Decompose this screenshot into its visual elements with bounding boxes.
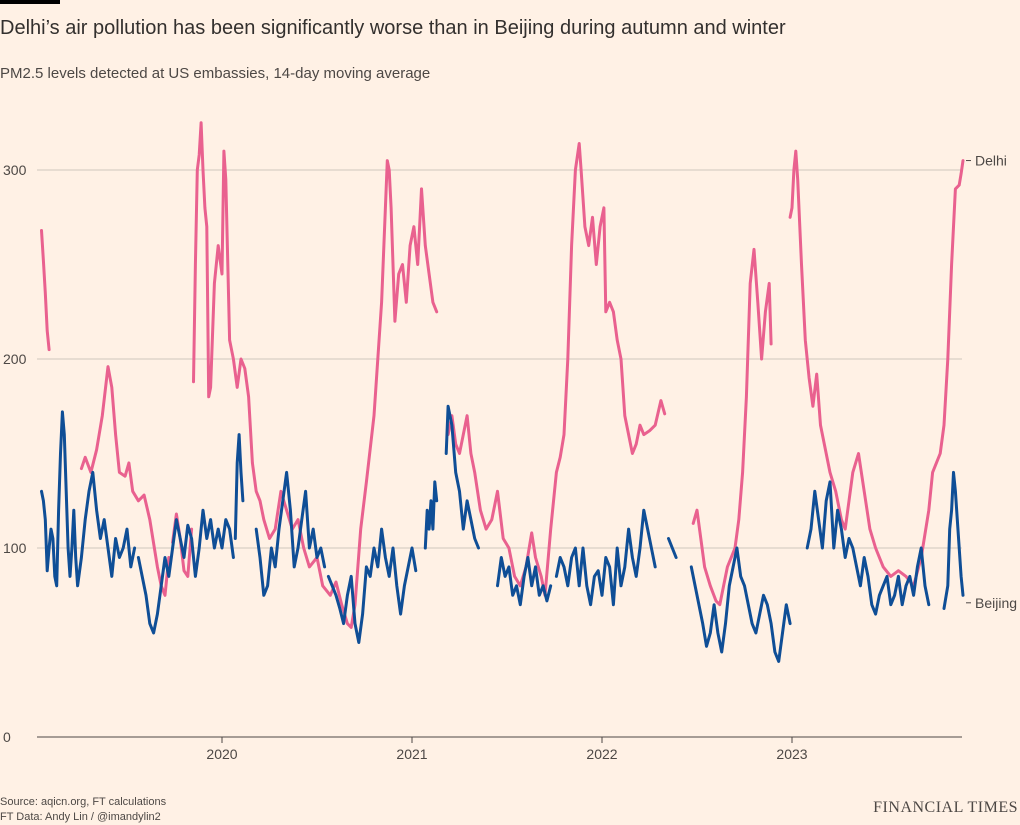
beijing-series-line — [942, 470, 965, 610]
gridlines — [37, 169, 962, 738]
x-tick-label: 2022 — [586, 746, 617, 762]
chart-title: Delhi’s air pollution has been significa… — [0, 17, 786, 39]
delhi-series-label: Delhi — [975, 153, 1007, 169]
delhi-series-line — [192, 121, 439, 629]
beijing-series-label: Beijing — [975, 595, 1017, 611]
source-note: Source: aqicn.org, FT calculations FT Da… — [0, 795, 166, 825]
beijing-series-line — [423, 480, 439, 550]
beijing-series-line — [667, 537, 678, 559]
series-labels: Delhi Beijing — [966, 153, 1017, 611]
ft-brand-logo: FINANCIAL TIMES — [873, 799, 1018, 816]
x-axis-ticks: 2020 2021 2022 2023 — [206, 737, 808, 762]
ft-accent-bar — [0, 0, 60, 4]
beijing-series-line — [805, 480, 931, 616]
x-tick-label: 2021 — [396, 746, 427, 762]
beijing-series-line — [554, 508, 657, 607]
x-tick-label: 2023 — [776, 746, 807, 762]
y-tick-label: 200 — [3, 351, 27, 367]
beijing-series-line — [496, 556, 553, 607]
y-tick-label: 300 — [3, 162, 27, 178]
delhi-series-line — [79, 365, 171, 597]
delhi-series-line — [788, 149, 965, 588]
delhi-series-line — [40, 229, 51, 352]
source-text: Source: aqicn.org, FT calculations — [0, 796, 167, 808]
credit-text: FT Data: Andy Lin / @imandylin2 — [0, 811, 161, 823]
beijing-series-line — [40, 410, 137, 588]
y-tick-label: 0 — [3, 729, 11, 745]
delhi-series-line — [446, 142, 667, 597]
beijing-series-line — [254, 470, 327, 597]
y-tick-label: 100 — [3, 540, 27, 556]
chart-subtitle: PM2.5 levels detected at US embassies, 1… — [0, 65, 431, 82]
x-tick-label: 2020 — [206, 746, 237, 762]
delhi-series-line — [691, 247, 773, 607]
y-axis-ticks: 0 100 200 300 — [3, 162, 27, 745]
series-lines — [40, 121, 965, 663]
beijing-series-line — [233, 433, 245, 540]
beijing-series-line — [689, 546, 792, 663]
beijing-series-line — [444, 404, 480, 550]
beijing-series-line — [136, 508, 235, 635]
beijing-series-line — [326, 527, 418, 644]
